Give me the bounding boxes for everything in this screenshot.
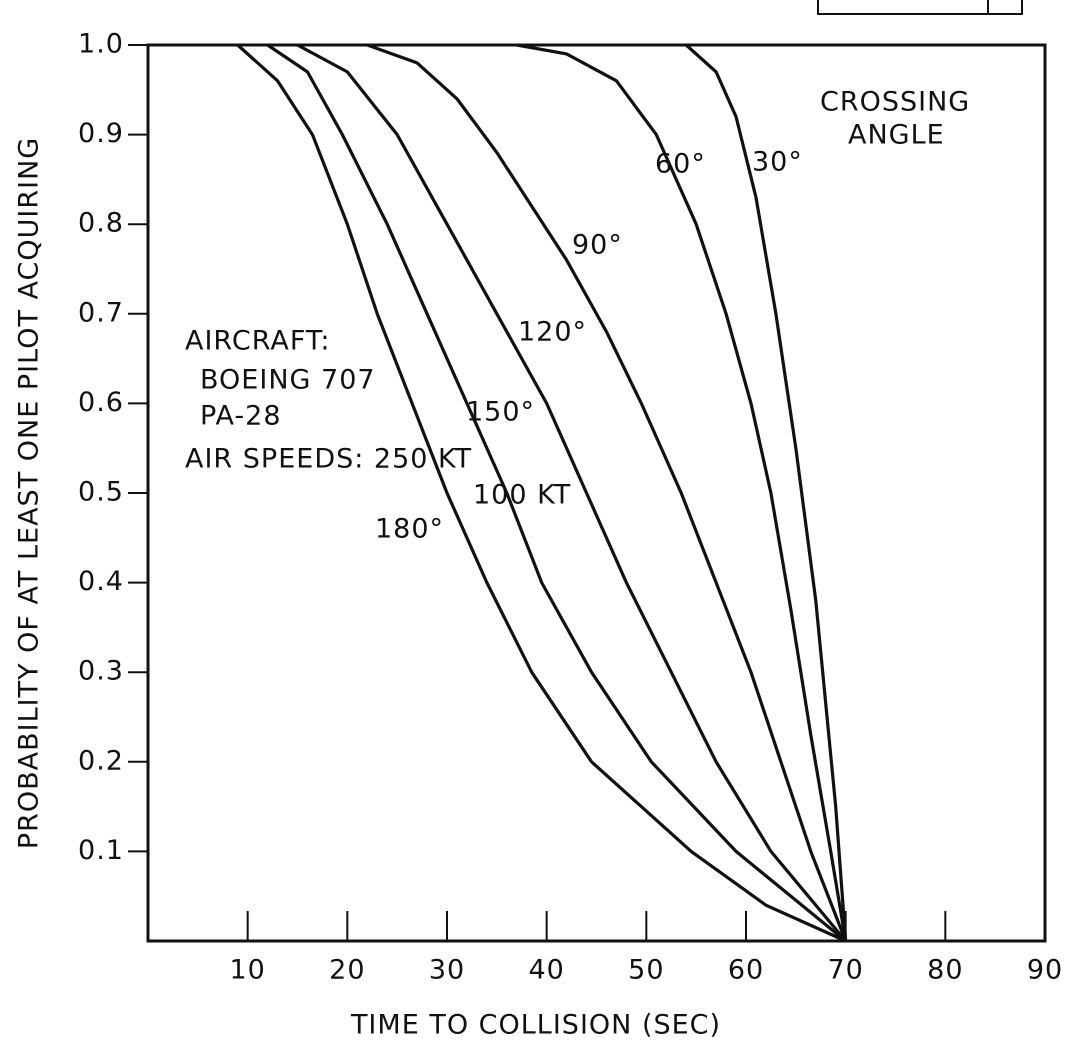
y-axis-label: PROBABILITY OF AT LEAST ONE PILOT ACQUIR… xyxy=(14,137,45,849)
curve xyxy=(266,43,847,943)
x-tick-label: 50 xyxy=(628,955,664,986)
curve xyxy=(236,43,847,943)
x-tick-label: 80 xyxy=(927,955,963,986)
curve xyxy=(296,43,847,943)
annotation: AIR SPEEDS: 250 KT xyxy=(185,444,472,475)
corner-box xyxy=(817,0,1023,15)
x-tick-label: 30 xyxy=(429,955,465,986)
y-tick-label: 0.1 xyxy=(78,835,124,866)
x-tick-label: 40 xyxy=(528,955,564,986)
y-tick-label: 0.3 xyxy=(78,656,124,687)
series-label: 30° xyxy=(752,147,803,178)
x-axis-label: TIME TO COLLISION (SEC) xyxy=(350,1010,721,1041)
curve xyxy=(366,43,848,942)
annotation: PA-28 xyxy=(200,401,282,432)
annotation: 100 KT xyxy=(473,480,571,511)
y-tick-label: 0.7 xyxy=(78,297,124,328)
legend-title: CROSSING xyxy=(820,87,970,118)
plot-frame xyxy=(146,43,1047,943)
y-tick-label: 0.2 xyxy=(78,745,124,776)
legend-title: ANGLE xyxy=(848,120,945,151)
annotation: AIRCRAFT: xyxy=(185,326,331,357)
y-tick-label: 1.0 xyxy=(78,29,124,60)
y-tick-label: 0.6 xyxy=(78,387,124,418)
x-tick-label: 10 xyxy=(229,955,265,986)
series-label: 120° xyxy=(518,317,587,348)
x-tick-label: 20 xyxy=(329,955,365,986)
annotation: BOEING 707 xyxy=(200,365,376,396)
curve xyxy=(685,43,848,942)
x-tick-label: 70 xyxy=(827,955,863,986)
y-tick-label: 0.8 xyxy=(78,208,124,239)
y-tick-label: 0.4 xyxy=(78,566,124,597)
series-label: 150° xyxy=(466,397,535,428)
y-tick-label: 0.5 xyxy=(78,477,124,508)
y-tick-label: 0.9 xyxy=(78,118,124,149)
x-tick-label: 90 xyxy=(1027,955,1063,986)
curve xyxy=(516,43,848,942)
series-label: 180° xyxy=(375,514,444,545)
x-tick-label: 60 xyxy=(728,955,764,986)
series-label: 60° xyxy=(655,149,706,180)
series-label: 90° xyxy=(572,230,623,261)
